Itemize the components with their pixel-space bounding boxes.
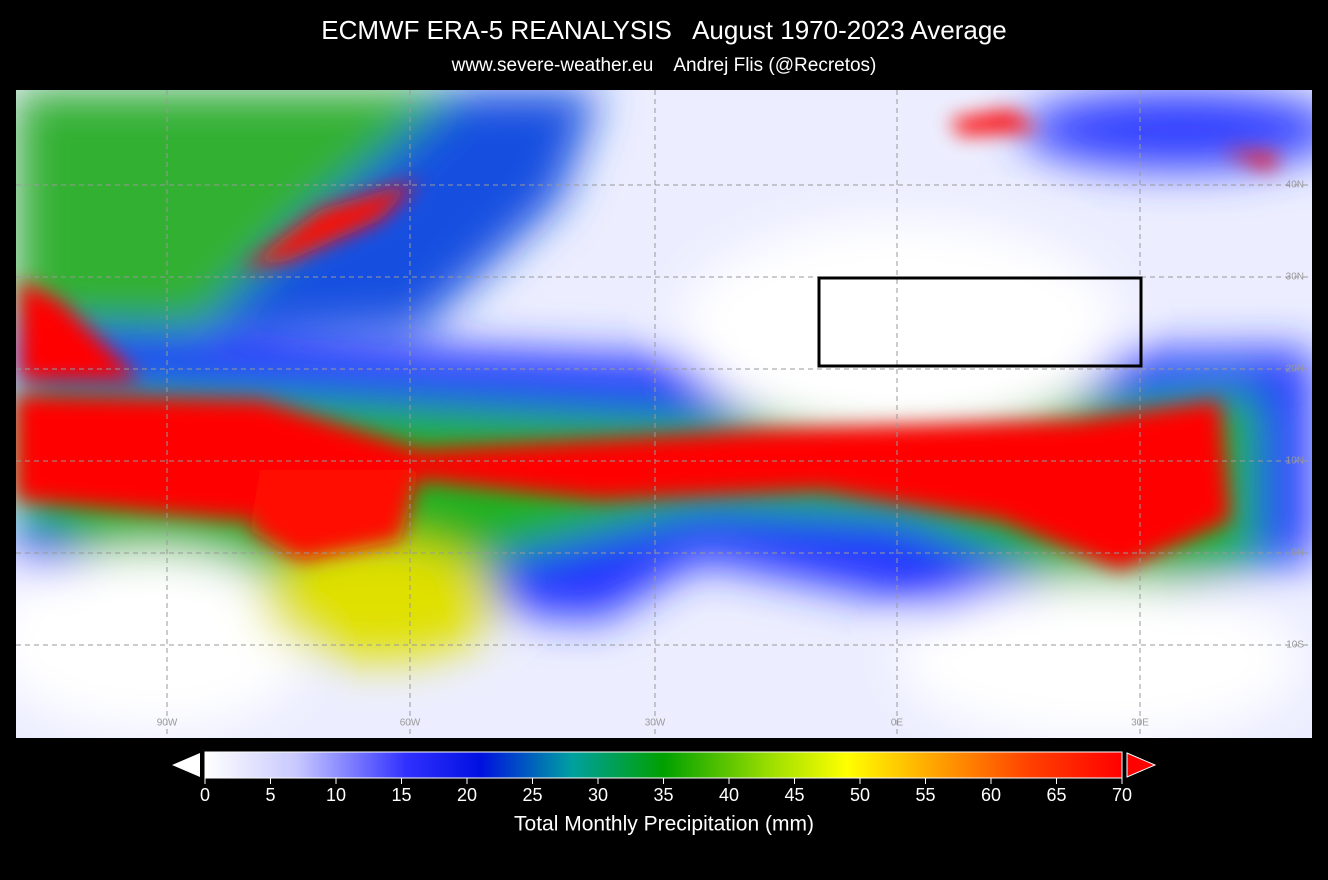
colorbar-tick-label: 50 (850, 785, 870, 805)
lat-label: 20N (1286, 364, 1304, 375)
colorbar-tick-label: 45 (784, 785, 804, 805)
colorbar-tick-label: 10 (326, 785, 346, 805)
colorbar-tick-label: 70 (1112, 785, 1132, 805)
lon-label: 30W (645, 718, 666, 729)
colorbar-tick-label: 15 (391, 785, 411, 805)
lat-label: 0N (1291, 548, 1304, 559)
lon-label: 30E (1131, 718, 1149, 729)
title: ECMWF ERA-5 REANALYSIS August 1970-2023 … (321, 15, 1006, 45)
precipitation-field (16, 90, 1312, 738)
colorbar-tick-label: 60 (981, 785, 1001, 805)
lat-label: 10N (1286, 456, 1304, 467)
colorbar-tick-label: 20 (457, 785, 477, 805)
lon-label: 0E (891, 718, 904, 729)
subtitle: www.severe-weather.eu Andrej Flis (@Recr… (451, 55, 877, 76)
colorbar-over (1126, 752, 1157, 778)
colorbar (204, 751, 1123, 779)
lat-label: 10S (1286, 640, 1304, 651)
colorbar-tick-label: 5 (265, 785, 275, 805)
colorbar-tick-label: 30 (588, 785, 608, 805)
highlight-box (817, 276, 1143, 368)
lat-label: 40N (1286, 180, 1304, 191)
colorbar-label: Total Monthly Precipitation (mm) (514, 813, 814, 836)
colorbar-under (172, 753, 200, 777)
lon-label: 60W (400, 718, 421, 729)
colorbar-tick-label: 25 (522, 785, 542, 805)
colorbar-tick-label: 40 (719, 785, 739, 805)
colorbar-tick-label: 55 (915, 785, 935, 805)
lon-label: 90W (157, 718, 178, 729)
lat-label: 30N (1286, 272, 1304, 283)
colorbar-tick-label: 65 (1046, 785, 1066, 805)
colorbar-tick-label: 35 (653, 785, 673, 805)
colorbar-tick-label: 0 (200, 785, 210, 805)
